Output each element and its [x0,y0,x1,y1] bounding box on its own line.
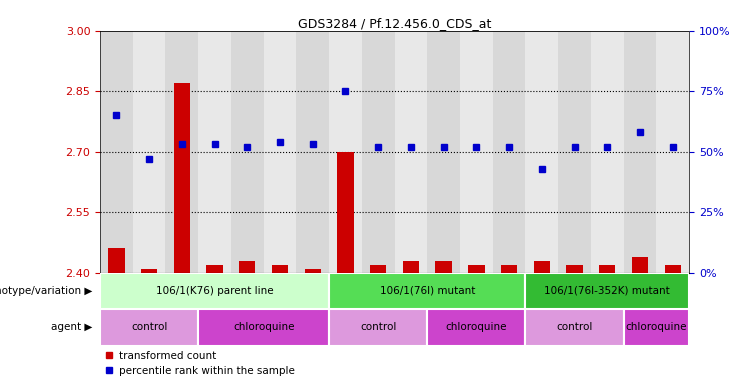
Bar [329,309,428,346]
Bar [525,309,624,346]
Bar [525,273,689,309]
Bar [231,31,264,273]
Bar [296,31,329,273]
Bar [460,31,493,273]
Bar [493,31,525,273]
Bar [239,260,256,273]
Text: agent ▶: agent ▶ [51,322,93,333]
Bar [207,265,223,273]
Bar [305,269,321,273]
Bar [558,31,591,273]
Bar [173,83,190,273]
Text: 106/1(76I) mutant: 106/1(76I) mutant [379,286,475,296]
Bar [501,265,517,273]
Title: GDS3284 / Pf.12.456.0_CDS_at: GDS3284 / Pf.12.456.0_CDS_at [298,17,491,30]
Text: chloroquine: chloroquine [625,322,687,333]
Text: chloroquine: chloroquine [445,322,507,333]
Text: 106/1(76I-352K) mutant: 106/1(76I-352K) mutant [545,286,670,296]
Bar [665,265,681,273]
Bar [272,265,288,273]
Bar [165,31,199,273]
Bar [394,31,428,273]
Bar [624,31,657,273]
Bar [100,31,133,273]
Bar [199,31,231,273]
Bar [599,265,616,273]
Bar [108,248,124,273]
Bar [141,269,157,273]
Bar [403,260,419,273]
Bar [337,152,353,273]
Text: control: control [556,322,593,333]
Bar [133,31,165,273]
Bar [100,309,199,346]
Bar [525,31,558,273]
Bar [436,260,452,273]
Text: genotype/variation ▶: genotype/variation ▶ [0,286,93,296]
Bar [264,31,296,273]
Bar [591,31,624,273]
Bar [329,273,525,309]
Text: 106/1(K76) parent line: 106/1(K76) parent line [156,286,273,296]
Bar [657,31,689,273]
Bar [624,309,689,346]
Legend: transformed count, percentile rank within the sample: transformed count, percentile rank withi… [105,351,295,376]
Bar [428,309,525,346]
Bar [468,265,485,273]
Bar [428,31,460,273]
Bar [362,31,395,273]
Bar [566,265,582,273]
Text: control: control [131,322,167,333]
Bar [199,309,329,346]
Bar [370,265,386,273]
Bar [632,257,648,273]
Bar [329,31,362,273]
Bar [534,260,550,273]
Bar [100,273,329,309]
Text: chloroquine: chloroquine [233,322,294,333]
Text: control: control [360,322,396,333]
